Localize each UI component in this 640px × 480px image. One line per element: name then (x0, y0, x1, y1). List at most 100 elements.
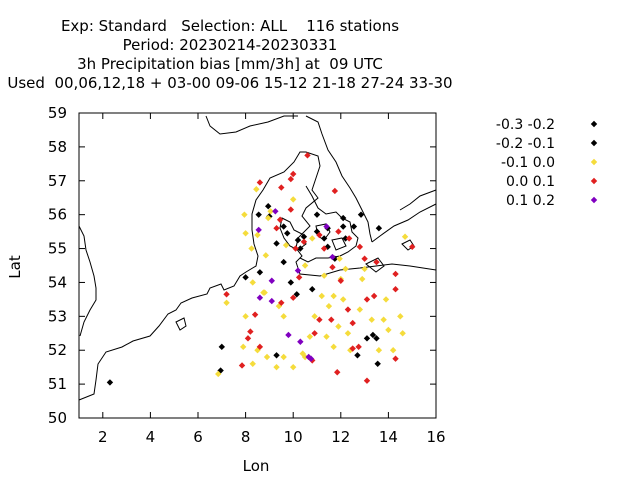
data-point-series-4 (285, 331, 292, 339)
data-point-series-3 (409, 243, 416, 251)
data-point-series-2 (399, 330, 406, 337)
data-point-series-0 (287, 279, 295, 286)
legend-label: -0.2 -0.1 (496, 136, 555, 152)
chart-title-line-4: Used 00,06,12,18 + 03-00 09-06 15-12 21-… (7, 74, 453, 92)
data-point-series-2 (389, 347, 397, 354)
data-point-series-0 (342, 235, 349, 242)
data-points (106, 152, 416, 386)
data-point-series-2 (325, 302, 333, 310)
data-point-series-2 (215, 370, 222, 378)
legend-label: -0.3 -0.2 (496, 117, 555, 133)
chart-title-line-2: Period: 20230214-20230331 (122, 36, 338, 54)
legend-marker (590, 196, 598, 204)
data-point-series-3 (335, 228, 342, 235)
data-point-series-3 (349, 319, 356, 327)
x-tick-label: 8 (241, 428, 251, 446)
data-point-series-3 (363, 296, 371, 303)
data-point-series-2 (342, 265, 349, 273)
data-point-series-3 (392, 286, 399, 293)
data-point-series-3 (331, 187, 339, 195)
data-point-series-2 (282, 241, 290, 249)
y-tick-label: 55 (48, 240, 67, 258)
data-point-series-0 (309, 286, 316, 293)
data-point-series-0 (256, 269, 264, 276)
data-point-series-0 (373, 335, 380, 342)
data-point-series-3 (247, 328, 254, 335)
data-point-series-0 (255, 211, 262, 218)
data-point-series-2 (241, 211, 248, 218)
data-point-series-3 (278, 184, 285, 191)
x-tick-label: 14 (379, 428, 398, 446)
data-point-series-2 (339, 296, 347, 303)
data-point-series-3 (356, 243, 364, 251)
data-point-series-2 (249, 279, 256, 286)
data-point-series-3 (316, 231, 323, 239)
data-point-series-3 (311, 330, 318, 337)
data-point-series-3 (344, 306, 352, 313)
x-axis: 2 4 6 8 10 12 14 16 (98, 113, 446, 446)
data-point-series-2 (309, 235, 316, 242)
data-point-series-2 (242, 313, 249, 320)
data-point-series-2 (318, 292, 325, 300)
data-point-series-2 (290, 363, 297, 371)
data-point-series-3 (370, 292, 378, 300)
data-point-series-4 (272, 208, 279, 215)
data-point-series-0 (106, 379, 114, 386)
data-point-series-0 (273, 352, 280, 359)
data-point-series-3 (304, 152, 311, 159)
data-point-series-2 (335, 323, 342, 330)
y-tick-label: 59 (48, 104, 67, 122)
data-point-series-2 (273, 363, 280, 371)
data-point-series-0 (375, 225, 383, 232)
coastline-map (78, 115, 437, 401)
data-point-series-3 (392, 355, 399, 362)
data-point-series-3 (337, 277, 344, 284)
data-point-series-4 (297, 338, 304, 345)
x-tick-label: 4 (146, 428, 156, 446)
data-point-series-0 (369, 331, 377, 339)
data-point-series-4 (268, 277, 275, 284)
data-point-series-2 (401, 233, 409, 240)
data-point-series-0 (313, 228, 321, 235)
data-point-series-0 (273, 240, 280, 247)
data-point-series-2 (359, 275, 366, 283)
data-point-series-3 (373, 258, 380, 266)
data-point-series-0 (320, 235, 328, 242)
data-point-series-3 (290, 170, 297, 178)
legend-marker (590, 120, 598, 128)
data-point-series-1 (284, 230, 291, 237)
data-point-series-2 (375, 347, 383, 354)
data-point-series-2 (361, 265, 368, 273)
data-point-series-3 (345, 235, 353, 242)
data-point-series-1 (339, 223, 347, 230)
data-point-series-2 (385, 326, 392, 334)
data-point-series-4 (329, 253, 336, 261)
data-point-series-2 (382, 296, 390, 303)
data-point-series-4 (323, 223, 330, 230)
data-point-series-3 (256, 343, 264, 351)
data-point-series-0 (242, 274, 249, 281)
x-tick-label: 16 (426, 428, 445, 446)
x-tick-label: 10 (284, 428, 303, 446)
data-point-series-0 (297, 245, 304, 252)
data-point-series-3 (316, 316, 323, 323)
data-point-series-2 (248, 245, 255, 252)
chart-title-block: Exp: Standard Selection: ALL 116 station… (0, 17, 460, 93)
data-point-series-0 (354, 352, 361, 359)
y-tick-label: 50 (48, 409, 67, 427)
y-tick-label: 52 (48, 341, 67, 359)
data-point-series-2 (323, 333, 330, 340)
data-point-series-2 (320, 272, 328, 279)
legend-label: 0.1 0.2 (506, 193, 555, 209)
data-point-series-0 (280, 223, 287, 230)
chart-title-line-3: 3h Precipitation bias [mm/3h] at 09 UTC (77, 55, 383, 73)
data-point-series-2 (330, 343, 337, 351)
data-point-series-2 (253, 186, 260, 193)
y-axis: 50 51 52 53 54 55 56 57 58 59 (48, 104, 436, 427)
data-point-series-2 (356, 306, 364, 313)
y-tick-label: 51 (48, 375, 67, 393)
data-point-series-2 (249, 360, 256, 367)
data-point-series-0 (313, 211, 321, 218)
data-point-series-2 (254, 231, 261, 239)
